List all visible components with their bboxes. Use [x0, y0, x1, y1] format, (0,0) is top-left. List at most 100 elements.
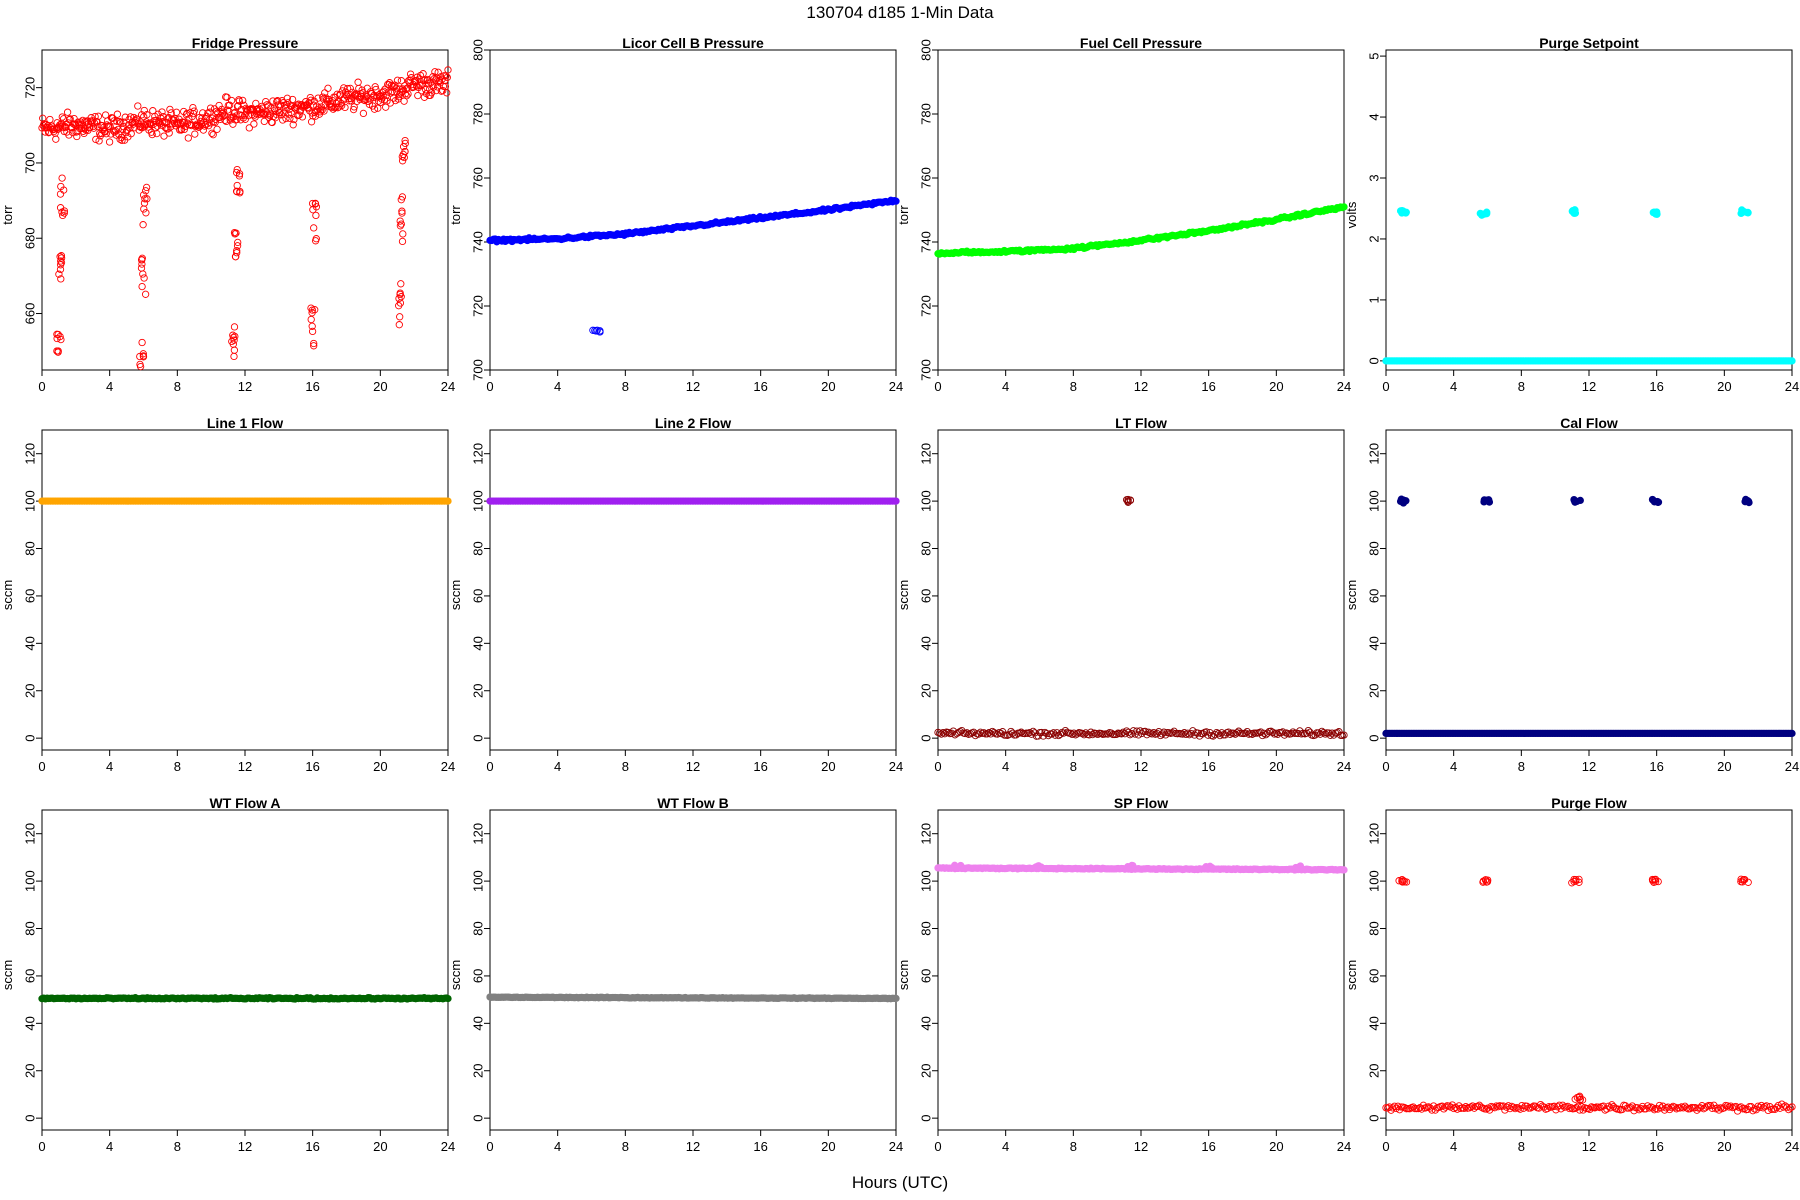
fuel-cell-pressure-x-tick-label: 24: [1337, 379, 1351, 394]
sp-flow-points: [934, 861, 1348, 874]
purge-flow-y-tick-label: 60: [1367, 969, 1382, 983]
fridge-pressure-point: [215, 101, 223, 110]
fridge-pressure-point: [310, 224, 318, 232]
fridge-pressure-point: [139, 221, 147, 229]
cal-flow-point: [1744, 497, 1753, 506]
fridge-pressure-point: [138, 260, 146, 268]
line-1-flow-title: Line 1 Flow: [207, 415, 283, 431]
fridge-pressure-point: [233, 165, 241, 174]
fridge-pressure-point: [397, 280, 405, 288]
purge-setpoint-x-tick-label: 24: [1785, 379, 1799, 394]
wt-flow-b-x-tick-label: 24: [889, 1139, 903, 1154]
line-2-flow-x-tick-label: 16: [753, 759, 767, 774]
fridge-pressure-point: [397, 196, 405, 204]
wt-flow-a-point: [444, 994, 452, 1003]
fridge-pressure-point: [310, 339, 318, 348]
fridge-pressure-point: [190, 107, 198, 115]
fridge-pressure-point: [57, 182, 65, 191]
line-2-flow-x-tick-label: 4: [554, 759, 561, 774]
panel-line-2-flow: Line 2 Flow 0 4 8 12 16 20 24 0 20 40 60 80 100 120 scc…: [448, 415, 903, 774]
panel-purge-flow: Purge Flow 0 4 8 12 16 20 24 0 20 40 60 80 100 120 sccm: [1344, 795, 1799, 1154]
licor-cell-b-pressure-x-tick-label: 16: [753, 379, 767, 394]
fridge-pressure-point: [308, 327, 317, 336]
lt-flow-x-tick-label: 8: [1070, 759, 1077, 774]
cal-flow-x-tick-label: 4: [1450, 759, 1457, 774]
fridge-pressure-point: [139, 350, 147, 358]
lt-flow-title: LT Flow: [1115, 415, 1167, 431]
purge-flow-y-tick-label: 0: [1367, 1115, 1382, 1122]
wt-flow-a-y-tick-label: 80: [23, 921, 38, 935]
fridge-pressure-point: [91, 112, 99, 121]
purge-setpoint-point: [1653, 208, 1661, 216]
fridge-pressure-point: [198, 114, 206, 122]
fridge-pressure-point: [105, 138, 114, 146]
fridge-pressure-point: [444, 66, 452, 74]
fridge-pressure-point: [142, 187, 150, 195]
cal-flow-x-tick-label: 8: [1518, 759, 1525, 774]
fridge-pressure-point: [167, 109, 175, 117]
fridge-pressure-point: [127, 130, 135, 138]
fridge-pressure-point: [115, 117, 124, 126]
fridge-pressure-point: [60, 127, 68, 136]
wt-flow-a-x-tick-label: 8: [174, 1139, 181, 1154]
fridge-pressure-point: [191, 130, 199, 138]
wt-flow-b-point: [892, 994, 900, 1003]
fridge-pressure-point: [227, 96, 236, 105]
licor-cell-b-pressure-x-tick-label: 12: [686, 379, 700, 394]
line-1-flow-y-tick-label: 100: [23, 490, 38, 512]
line-1-flow-y-tick-label: 20: [23, 684, 38, 698]
purge-setpoint-x-tick-label: 20: [1717, 379, 1731, 394]
fridge-pressure-point: [148, 130, 156, 139]
cal-flow-x-tick-label: 24: [1785, 759, 1799, 774]
fridge-pressure-point: [443, 89, 451, 97]
panel-line-1-flow: Line 1 Flow 0 4 8 12 16 20 24 0 20 40 60 80 100 120 scc…: [0, 415, 455, 774]
lt-flow-y-tick-label: 80: [919, 541, 934, 555]
fridge-pressure-point: [288, 95, 297, 104]
lt-flow-x-tick-label: 16: [1201, 759, 1215, 774]
fridge-pressure-point: [307, 304, 315, 312]
fridge-pressure-point: [90, 124, 98, 132]
lt-flow-y-axis-label: sccm: [896, 580, 911, 610]
fridge-pressure-point: [58, 113, 66, 121]
licor-cell-b-pressure-point: [892, 197, 900, 205]
wt-flow-b-x-tick-label: 0: [486, 1139, 493, 1154]
lt-flow-x-tick-label: 4: [1002, 759, 1009, 774]
wt-flow-b-y-tick-label: 60: [471, 969, 486, 983]
cal-flow-y-tick-label: 80: [1367, 541, 1382, 555]
fridge-pressure-point: [439, 86, 447, 95]
fridge-pressure-point: [57, 257, 65, 265]
fridge-pressure-point: [56, 190, 65, 198]
fridge-pressure-point: [133, 115, 141, 123]
fridge-pressure-point: [333, 90, 341, 98]
lt-flow-x-tick-label: 12: [1134, 759, 1148, 774]
fridge-pressure-point: [177, 126, 185, 134]
fridge-pressure-point: [231, 253, 240, 261]
fridge-pressure-point: [306, 93, 314, 102]
fuel-cell-pressure-x-tick-label: 20: [1269, 379, 1283, 394]
fridge-pressure-point: [433, 83, 442, 91]
wt-flow-a-x-tick-label: 24: [441, 1139, 455, 1154]
fridge-pressure-point: [230, 228, 239, 237]
fridge-pressure-point: [230, 346, 239, 354]
wt-flow-a-x-tick-label: 20: [373, 1139, 387, 1154]
wt-flow-a-y-tick-label: 120: [23, 823, 38, 845]
line-1-flow-y-tick-label: 0: [23, 735, 38, 742]
fridge-pressure-point: [54, 348, 62, 356]
fridge-pressure-point: [138, 111, 146, 119]
fridge-pressure-point: [309, 206, 317, 214]
fridge-pressure-point: [359, 109, 368, 118]
fridge-pressure-point: [439, 82, 448, 90]
fuel-cell-pressure-points: [934, 203, 1348, 258]
fridge-pressure-point: [271, 114, 280, 122]
fridge-pressure-point: [324, 84, 332, 92]
lt-flow-plot-frame: [937, 429, 1345, 751]
licor-cell-b-pressure-x-tick-label: 4: [554, 379, 561, 394]
line-2-flow-y-tick-label: 40: [471, 636, 486, 650]
fridge-pressure-point: [235, 172, 244, 180]
fridge-pressure-point: [225, 101, 234, 109]
licor-cell-b-pressure-y-tick-label: 760: [471, 167, 486, 189]
fridge-pressure-point: [206, 104, 215, 112]
fridge-pressure-point: [311, 108, 319, 117]
purge-setpoint-point: [1476, 209, 1484, 218]
lt-flow-x-tick-label: 20: [1269, 759, 1283, 774]
